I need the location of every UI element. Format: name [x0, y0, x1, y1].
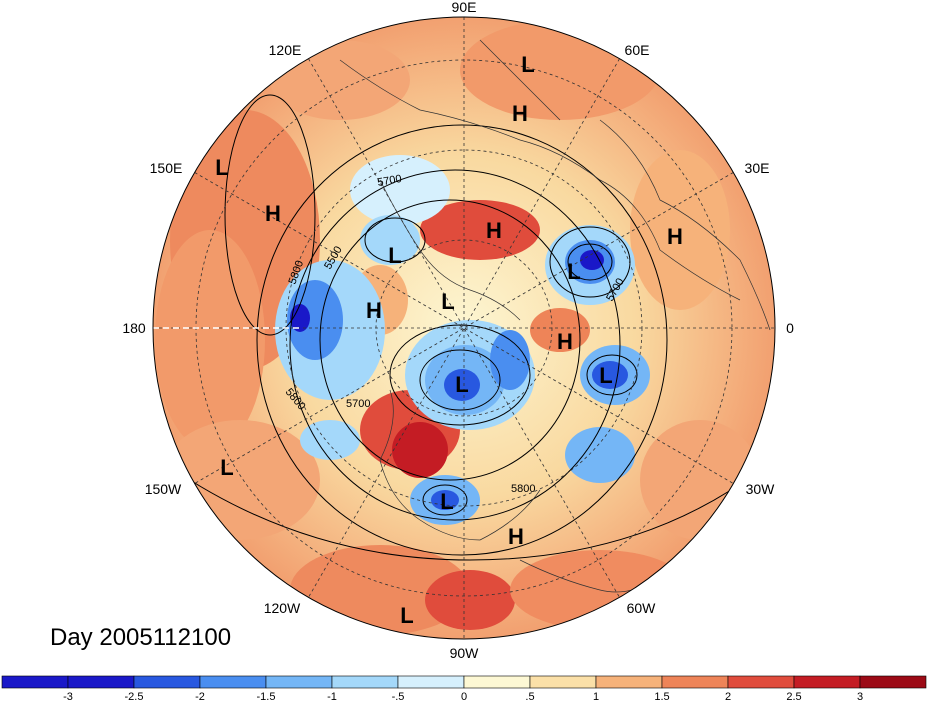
cold-anomaly [580, 250, 604, 270]
warm-anomaly [420, 200, 540, 260]
lon-label-90w: 90W [450, 645, 480, 661]
cold-anomaly [565, 427, 635, 483]
colorbar-tick-label: -1.5 [257, 691, 276, 702]
cold-anomaly [350, 155, 450, 225]
low-marker: L [521, 52, 534, 77]
high-marker: H [265, 201, 281, 226]
warm-anomaly [530, 308, 590, 352]
lon-label-30w: 30W [746, 481, 776, 497]
colorbar-tick-label: 2 [725, 691, 731, 702]
colorbar-swatch [331, 675, 399, 689]
lon-label-120e: 120E [269, 42, 302, 58]
warm-anomaly [155, 230, 265, 450]
contour-label: 5700 [346, 398, 370, 410]
cold-anomaly [300, 420, 360, 460]
longitude-labels: 90E 60E 30E 0 30W 60W 90W 120W 150W 180 … [122, 0, 794, 661]
high-marker: H [486, 218, 502, 243]
colorbar-tick-label: 1.5 [654, 691, 669, 702]
high-marker: H [667, 224, 683, 249]
colorbar: -3 -2.5 -2 -1.5 -1 -.5 0 .5 1 1.5 2 2.5 3 [1, 675, 927, 702]
low-marker: L [215, 155, 228, 180]
cold-anomaly [360, 215, 420, 265]
contour-label: 5700 [376, 173, 402, 189]
lon-label-150e: 150E [150, 160, 183, 176]
high-marker: H [512, 101, 528, 126]
colorbar-tick-label: -1 [327, 691, 337, 702]
colorbar-tick-label: -.5 [392, 691, 405, 702]
warm-anomaly [630, 150, 730, 310]
graticule [153, 17, 775, 639]
map-boundary [152, 16, 776, 640]
colorbar-swatch [397, 675, 465, 689]
cold-anomaly [490, 330, 530, 390]
cold-anomaly [444, 369, 480, 401]
cold-anomaly [431, 490, 459, 510]
lon-label-180: 180 [122, 320, 146, 336]
colorbar-swatch [1, 675, 69, 689]
low-marker: L [441, 289, 454, 314]
low-marker: L [400, 603, 413, 628]
colorbar-swatch [859, 675, 927, 689]
low-marker: L [440, 489, 453, 514]
colorbar-swatch [661, 675, 729, 689]
lon-label-120w: 120W [264, 600, 301, 616]
warm-anomaly [392, 422, 448, 478]
lon-label-150w: 150W [145, 481, 182, 497]
high-marker: H [557, 329, 573, 354]
lon-label-90e: 90E [452, 0, 477, 15]
low-marker: L [388, 243, 401, 268]
low-marker: L [567, 259, 580, 284]
colorbar-swatch [793, 675, 861, 689]
colorbar-tick-label: -2 [195, 691, 205, 702]
warm-anomaly [460, 20, 660, 120]
colorbar-tick-label: 3 [857, 691, 863, 702]
colorbar-tick-label: -2.5 [125, 691, 144, 702]
coastlines [339, 39, 771, 593]
colorbar-tick-label: 0 [461, 691, 467, 702]
cold-anomaly [287, 280, 343, 360]
height-contours [159, 94, 761, 561]
colorbar-swatch [529, 675, 597, 689]
warm-anomaly [640, 420, 760, 540]
lon-label-0: 0 [786, 320, 794, 336]
low-marker: L [455, 372, 468, 397]
colorbar-tick-label: .5 [525, 691, 534, 702]
anomaly-shading [153, 17, 775, 639]
warm-anomaly [425, 570, 515, 630]
low-marker: L [220, 455, 233, 480]
lon-label-30e: 30E [745, 160, 770, 176]
colorbar-swatch [199, 675, 267, 689]
lon-label-60w: 60W [627, 600, 657, 616]
colorbar-swatch [727, 675, 795, 689]
colorbar-swatch [595, 675, 663, 689]
colorbar-swatch [265, 675, 333, 689]
contour-label: 5800 [511, 483, 535, 495]
high-marker: H [508, 524, 524, 549]
lon-label-60e: 60E [625, 42, 650, 58]
colorbar-tick-label: -3 [63, 691, 73, 702]
colorbar-swatch [67, 675, 135, 689]
colorbar-tick-label: 2.5 [786, 691, 801, 702]
map-title: Day 2005112100 [50, 624, 231, 651]
low-marker: L [599, 363, 612, 388]
colorbar-swatch [133, 675, 201, 689]
high-marker: H [366, 298, 382, 323]
colorbar-tick-label: 1 [593, 691, 599, 702]
warm-anomaly [160, 420, 320, 540]
colorbar-swatch [463, 675, 531, 689]
cold-anomaly [290, 304, 310, 332]
pressure-system-markers: L H L H H L H L L H L L H L L H L L [215, 52, 683, 628]
